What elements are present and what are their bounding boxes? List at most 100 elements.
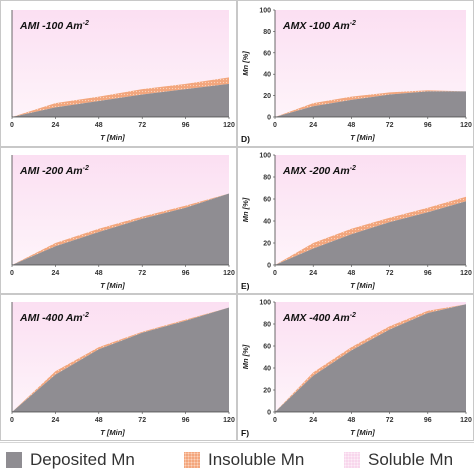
legend: Deposited Mn Insoluble Mn Soluble Mn <box>0 442 474 475</box>
x-tick-label: 72 <box>386 270 394 277</box>
x-tick-label: 24 <box>309 122 317 129</box>
deposited-mn-area <box>275 91 466 117</box>
y-tick-label: 60 <box>263 197 271 204</box>
x-tick-label: 0 <box>10 122 14 129</box>
panel-letter: F) <box>241 428 249 438</box>
panel-title-superscript: -2 <box>350 312 356 319</box>
panel-letter: D) <box>241 134 250 144</box>
soluble-mn-area <box>12 10 229 117</box>
x-tick-label: 0 <box>10 270 14 277</box>
x-tick-label: 72 <box>386 122 394 129</box>
y-tick-label: 60 <box>263 344 271 351</box>
chart-panel-4: 0 24 48 72 96 120 0 20 40 60 80 100 T [Min] Mn [%] AMX… <box>237 147 474 294</box>
panel-title-text: AMI -200 Am <box>19 165 83 177</box>
x-tick-label: 24 <box>309 417 317 424</box>
panel-title-superscript: -2 <box>83 20 89 27</box>
x-axis-title: T [Min] <box>100 428 125 437</box>
x-axis-title: T [Min] <box>100 133 125 142</box>
y-tick-label: 20 <box>263 241 271 248</box>
y-axis-title: Mn [%] <box>241 197 250 222</box>
x-tick-label: 24 <box>309 270 317 277</box>
panel-letter: E) <box>241 281 250 291</box>
y-tick-label: 0 <box>267 115 271 122</box>
y-tick-label: 80 <box>263 322 271 329</box>
legend-item-insoluble: Insoluble Mn <box>184 448 304 472</box>
deposited-mn-area <box>12 193 229 265</box>
soluble-mn-area <box>275 302 466 412</box>
panel-title: AMI -400 Am-2 <box>19 312 89 324</box>
x-tick-label: 120 <box>460 417 472 424</box>
x-tick-label: 96 <box>424 270 432 277</box>
panel-title-text: AMI -400 Am <box>19 312 83 324</box>
soluble-mn-area <box>275 155 466 265</box>
panel-title-superscript: -2 <box>350 165 356 172</box>
x-tick-label: 96 <box>182 417 190 424</box>
panel-title: AMI -200 Am-2 <box>19 165 89 177</box>
panel-title: AMX -400 Am-2 <box>282 312 356 324</box>
x-tick-label: 0 <box>273 270 277 277</box>
x-tick-label: 0 <box>273 122 277 129</box>
y-tick-label: 20 <box>263 93 271 100</box>
x-tick-label: 96 <box>424 417 432 424</box>
x-tick-label: 120 <box>223 417 235 424</box>
x-tick-label: 120 <box>223 270 235 277</box>
chart-panel-6: 0 24 48 72 96 120 0 20 40 60 80 100 T [Min] Mn [%] AMX… <box>237 294 474 441</box>
legend-swatch-deposited <box>6 452 22 468</box>
y-tick-label: 20 <box>263 388 271 395</box>
panel-title: AMX -100 Am-2 <box>282 20 356 32</box>
x-tick-label: 72 <box>386 417 394 424</box>
y-tick-label: 80 <box>263 175 271 182</box>
panel-title: AMI -100 Am-2 <box>19 20 89 32</box>
x-tick-label: 48 <box>95 122 103 129</box>
legend-label-insoluble: Insoluble Mn <box>208 450 305 469</box>
panel-title-text: AMX -100 Am <box>282 20 350 32</box>
soluble-mn-area <box>12 155 229 265</box>
panel-title-text: AMI -100 Am <box>19 20 83 32</box>
soluble-mn-area <box>275 10 466 117</box>
insoluble-mn-area <box>275 196 466 265</box>
y-tick-label: 100 <box>259 300 271 307</box>
x-tick-label: 96 <box>424 122 432 129</box>
deposited-mn-area <box>12 307 229 412</box>
x-tick-label: 24 <box>52 270 60 277</box>
y-tick-label: 40 <box>263 72 271 79</box>
y-tick-label: 0 <box>267 410 271 417</box>
x-tick-label: 96 <box>182 270 190 277</box>
chart-panel-3: 0 24 48 72 96 120 T [Min] AMI -200 Am-2 <box>0 147 237 294</box>
y-axis-title: Mn [%] <box>241 51 250 76</box>
panel-title: AMX -200 Am-2 <box>282 165 356 177</box>
x-tick-label: 0 <box>10 417 14 424</box>
x-tick-label: 72 <box>138 417 146 424</box>
x-axis-title: T [Min] <box>350 281 375 290</box>
insoluble-mn-area <box>275 90 466 117</box>
soluble-mn-area <box>12 302 229 412</box>
deposited-mn-area <box>12 83 229 117</box>
legend-label-deposited: Deposited Mn <box>30 450 135 469</box>
panel-title-text: AMX -400 Am <box>282 312 350 324</box>
x-tick-label: 0 <box>273 417 277 424</box>
x-tick-label: 96 <box>182 122 190 129</box>
panel-title-superscript: -2 <box>350 20 356 27</box>
x-tick-label: 48 <box>95 270 103 277</box>
chart-panel-1: 0 24 48 72 96 120 T [Min] AMI -100 Am-2 <box>0 0 237 147</box>
chart-panel-2: 0 24 48 72 96 120 0 20 40 60 80 100 T [Min] Mn [%] AMX… <box>237 0 474 147</box>
x-tick-label: 48 <box>348 417 356 424</box>
y-tick-label: 80 <box>263 29 271 36</box>
y-tick-label: 60 <box>263 50 271 57</box>
deposited-mn-area <box>275 201 466 265</box>
insoluble-mn-area <box>12 77 229 117</box>
legend-item-soluble: Soluble Mn <box>344 448 453 472</box>
chart-panel-5: 0 24 48 72 96 120 T [Min] AMI -400 Am-2 <box>0 294 237 441</box>
x-tick-label: 48 <box>95 417 103 424</box>
legend-swatch-insoluble <box>184 452 200 468</box>
x-tick-label: 72 <box>138 122 146 129</box>
x-tick-label: 48 <box>348 270 356 277</box>
legend-item-deposited: Deposited Mn <box>6 448 135 472</box>
y-tick-label: 40 <box>263 219 271 226</box>
legend-label-soluble: Soluble Mn <box>368 450 454 469</box>
y-tick-label: 100 <box>259 153 271 160</box>
x-tick-label: 48 <box>348 122 356 129</box>
x-tick-label: 120 <box>460 122 472 129</box>
panel-title-superscript: -2 <box>83 312 89 319</box>
